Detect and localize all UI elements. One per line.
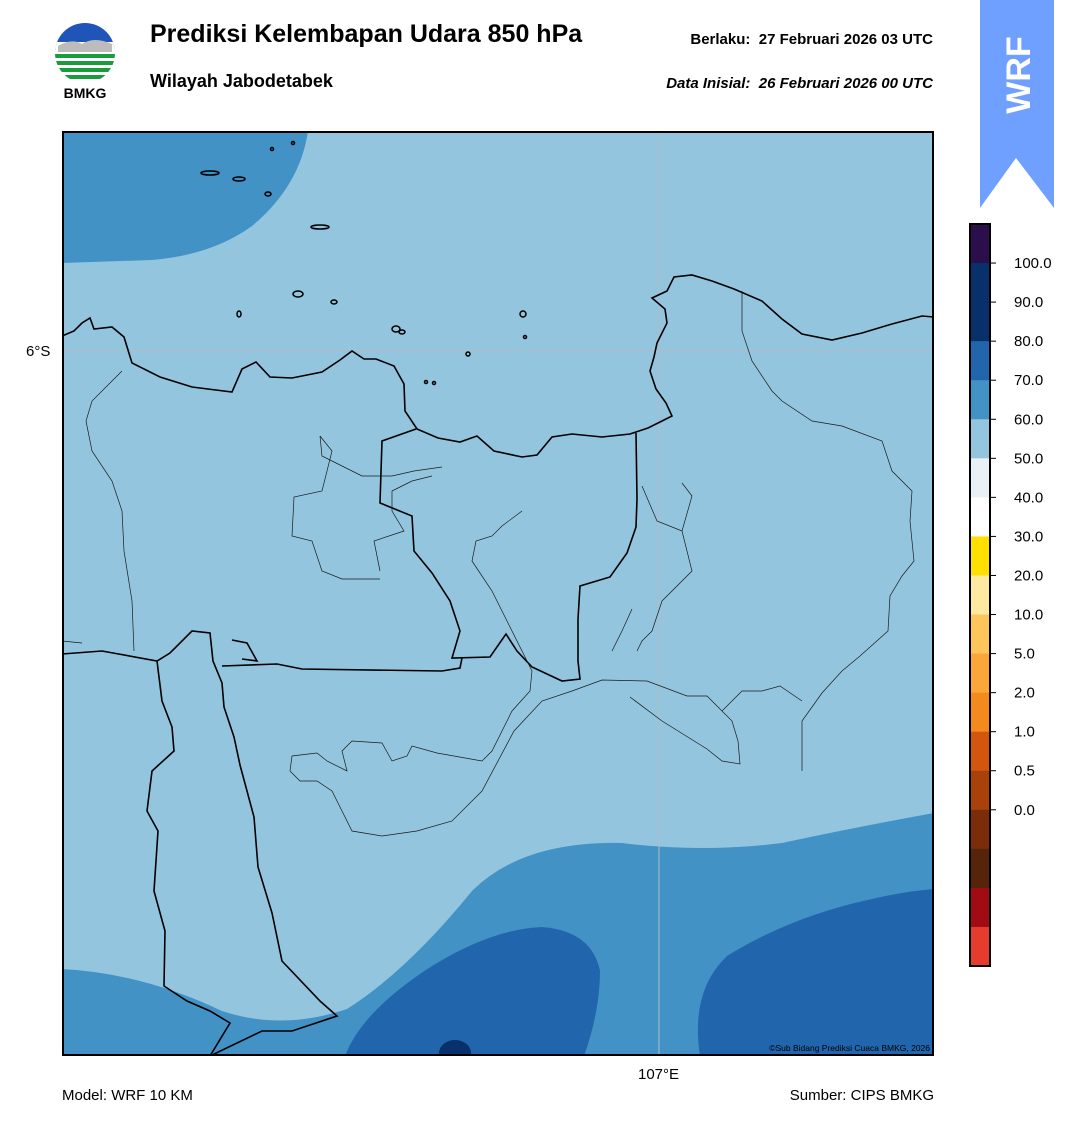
colorbar-swatch	[970, 224, 990, 264]
colorbar-swatch	[970, 380, 990, 420]
colorbar-swatch	[970, 692, 990, 733]
islands	[200, 140, 528, 386]
colorbar-swatch	[970, 536, 990, 576]
colorbar-label: 70.0	[1014, 372, 1043, 389]
colorbar-label: 50.0	[1014, 450, 1043, 467]
colorbar-swatch	[970, 458, 990, 498]
colorbar-label: 0.5	[1014, 763, 1035, 780]
colorbar-label: 90.0	[1014, 294, 1043, 311]
logo-text: BMKG	[63, 85, 107, 101]
colorbar-label: 2.0	[1014, 685, 1035, 702]
colorbar-swatch	[970, 497, 990, 537]
humidity-band-70-80-north	[62, 131, 308, 263]
init-time-value: 26 Februari 2026 00 UTC	[758, 75, 933, 92]
map-title: Prediksi Kelembapan Udara 850 hPa	[150, 20, 583, 48]
init-time: Data Inisial: 26 Februari 2026 00 UTC	[666, 75, 933, 92]
regency-boundaries	[62, 291, 915, 837]
colorbar-label: 80.0	[1014, 333, 1043, 350]
longitude-label: 107°E	[638, 1066, 680, 1083]
colorbar-swatch	[970, 887, 990, 928]
valid-label: Berlaku:	[690, 31, 751, 48]
bmkg-logo	[55, 23, 115, 79]
source-info: Sumber: CIPS BMKG	[789, 1087, 934, 1104]
map-subtitle: Wilayah Jabodetabek	[150, 71, 333, 91]
colorbar-swatch	[970, 653, 990, 694]
humidity-band-90-100	[439, 1040, 471, 1056]
colorbar-swatch	[970, 614, 990, 655]
colorbar-label: 40.0	[1014, 489, 1043, 506]
colorbar-label: 10.0	[1014, 607, 1043, 624]
colorbar-swatch	[970, 770, 990, 811]
wrf-badge	[980, 0, 1054, 208]
latitude-label: 6°S	[26, 343, 51, 360]
province-boundary	[62, 428, 638, 1056]
init-label: Data Inisial:	[666, 75, 751, 92]
svg-text:WRF: WRF	[1000, 36, 1038, 113]
humidity-band-80-90-center	[345, 927, 600, 1056]
colorbar: 100.0 90.0 80.0 70.0 60.0 50.0 40.0 30.0 20.0 10.…	[969, 223, 1052, 967]
valid-time: Berlaku: 27 Februari 2026 03 UTC	[690, 31, 933, 48]
colorbar-swatch	[970, 731, 990, 772]
colorbar-swatch	[970, 341, 990, 381]
colorbar-label: 20.0	[1014, 567, 1043, 584]
humidity-map: ©Sub Bidang Prediksi Cuaca BMKG, 2026	[62, 131, 934, 1056]
model-info: Model: WRF 10 KM	[62, 1087, 193, 1104]
colorbar-label: 1.0	[1014, 724, 1035, 741]
colorbar-label: 5.0	[1014, 646, 1035, 663]
colorbar-label: 0.0	[1014, 802, 1035, 819]
humidity-band-80-90-east	[697, 889, 934, 1056]
colorbar-swatch	[970, 848, 990, 889]
colorbar-label: 30.0	[1014, 528, 1043, 545]
coastline	[62, 274, 934, 458]
colorbar-label: 60.0	[1014, 411, 1043, 428]
colorbar-swatch	[970, 575, 990, 616]
colorbar-label: 100.0	[1014, 255, 1052, 272]
colorbar-swatch	[970, 302, 990, 342]
wrf-badge-text: WRF	[1000, 36, 1038, 113]
valid-time-value: 27 Februari 2026 03 UTC	[758, 31, 933, 48]
colorbar-swatch	[970, 809, 990, 850]
colorbar-swatch	[970, 926, 990, 967]
colorbar-swatch	[970, 263, 990, 303]
map-credit: ©Sub Bidang Prediksi Cuaca BMKG, 2026	[769, 1043, 930, 1053]
colorbar-swatch	[970, 419, 990, 459]
